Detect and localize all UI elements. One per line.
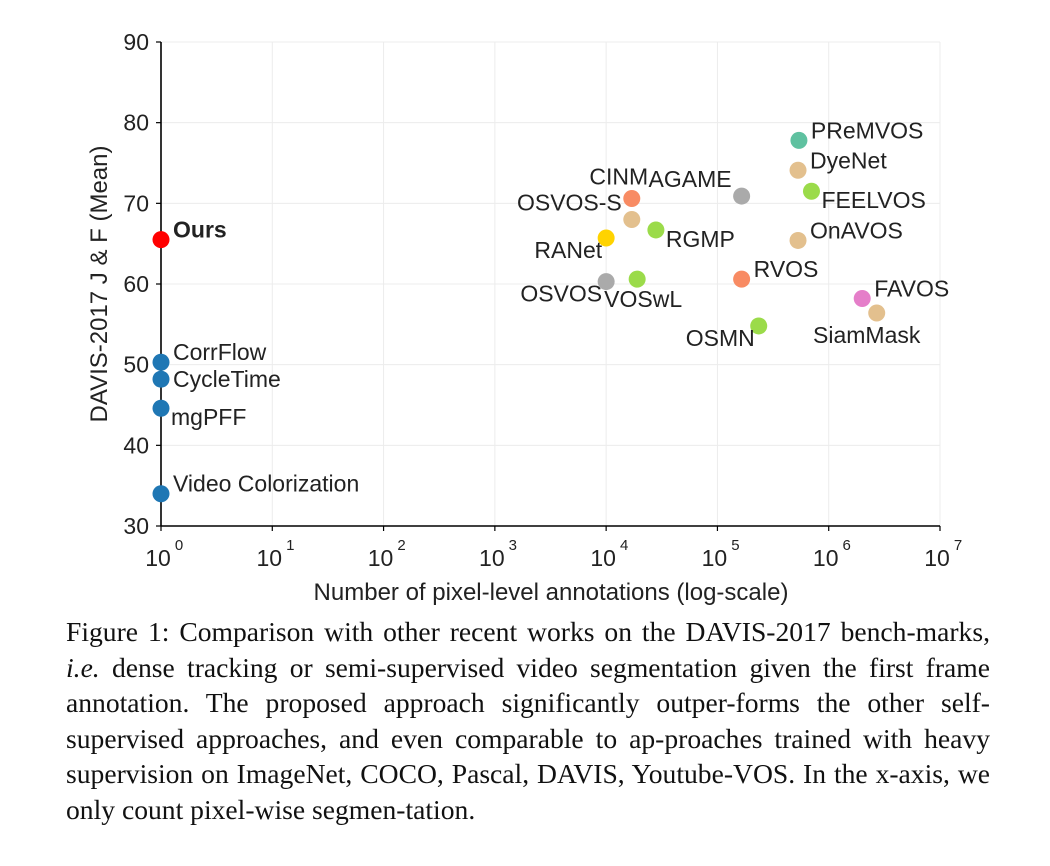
data-point [152, 370, 170, 388]
data-point-label: CycleTime [173, 366, 281, 392]
data-point-label: AGAME [649, 166, 732, 192]
data-point [152, 485, 170, 503]
figure-caption: Figure 1: Comparison with other recent w… [66, 614, 990, 827]
x-tick-labels: 10 0 10 1 10 2 10 3 10 4 10 5 10 6 10 7 [145, 526, 962, 571]
y-tick-labels: 30 40 50 60 70 80 90 [123, 29, 161, 539]
data-point-label: VOSwL [604, 286, 682, 312]
y-tick-label: 40 [123, 432, 149, 458]
data-point [152, 399, 170, 417]
caption-rest: dense tracking or semi-supervised video … [66, 651, 990, 825]
x-tick-label: 10 [924, 545, 950, 571]
data-point-label: CINM [589, 163, 648, 189]
x-tick-exponent: 7 [954, 537, 962, 554]
x-tick-label: 10 [479, 545, 505, 571]
x-tick-label: 10 [702, 545, 728, 571]
y-tick-label: 60 [123, 271, 149, 297]
data-point [597, 273, 615, 291]
y-tick-label: 70 [123, 190, 149, 216]
x-tick-exponent: 6 [843, 537, 851, 554]
data-point-label: OnAVOS [810, 217, 903, 243]
data-point [152, 231, 170, 249]
y-tick-label: 50 [123, 352, 149, 378]
data-point-label: OSVOS-S [517, 189, 622, 215]
data-point-label: SiamMask [813, 322, 921, 348]
x-axis-label: Number of pixel-level annotations (log-s… [314, 579, 789, 606]
data-point [750, 317, 768, 335]
data-point [853, 290, 871, 308]
data-point-label: OSVOS [520, 281, 602, 307]
data-point [790, 131, 808, 149]
data-point-label: FEELVOS [821, 187, 925, 213]
data-point [733, 187, 751, 205]
data-point [647, 221, 665, 239]
x-tick-label: 10 [590, 545, 616, 571]
y-tick-label: 90 [123, 29, 149, 55]
data-point-label: Video Colorization [173, 471, 359, 497]
data-point-label: RVOS [754, 256, 819, 282]
data-point-label: OSMN [686, 325, 755, 351]
data-point-label: Ours [173, 217, 227, 243]
data-point-label: PReMVOS [811, 117, 923, 143]
x-tick-exponent: 3 [509, 537, 517, 554]
y-axis-label: DAVIS-2017 J & F (Mean) [86, 146, 113, 423]
x-tick-label: 10 [256, 545, 282, 571]
grid-lines [161, 41, 941, 526]
x-tick-exponent: 4 [620, 537, 628, 554]
x-tick-label: 10 [368, 545, 394, 571]
data-point-label: mgPFF [171, 404, 246, 430]
y-tick-label: 30 [123, 513, 149, 539]
data-point [868, 304, 886, 322]
data-point [152, 353, 170, 371]
y-tick-label: 80 [123, 110, 149, 136]
x-tick-exponent: 0 [175, 537, 183, 554]
data-point [623, 189, 641, 207]
data-point [789, 161, 807, 179]
data-point [733, 270, 751, 288]
caption-ie: i.e. [66, 651, 100, 683]
data-point [597, 229, 615, 247]
data-point-label: FAVOS [874, 276, 949, 302]
caption-prefix: Figure 1: Comparison with other recent w… [66, 616, 990, 647]
x-tick-label: 10 [813, 545, 839, 571]
data-point-label: DyeNet [810, 147, 887, 173]
x-tick-exponent: 5 [731, 537, 739, 554]
x-tick-label: 10 [145, 545, 171, 571]
data-point-label: RANet [534, 237, 602, 263]
data-point-label: CorrFlow [173, 339, 267, 365]
data-point [802, 182, 820, 200]
data-point-label: RGMP [666, 226, 735, 252]
data-point [789, 231, 807, 249]
data-point [623, 210, 641, 228]
data-point [628, 270, 646, 288]
x-tick-exponent: 2 [397, 537, 405, 554]
x-tick-exponent: 1 [286, 537, 294, 554]
